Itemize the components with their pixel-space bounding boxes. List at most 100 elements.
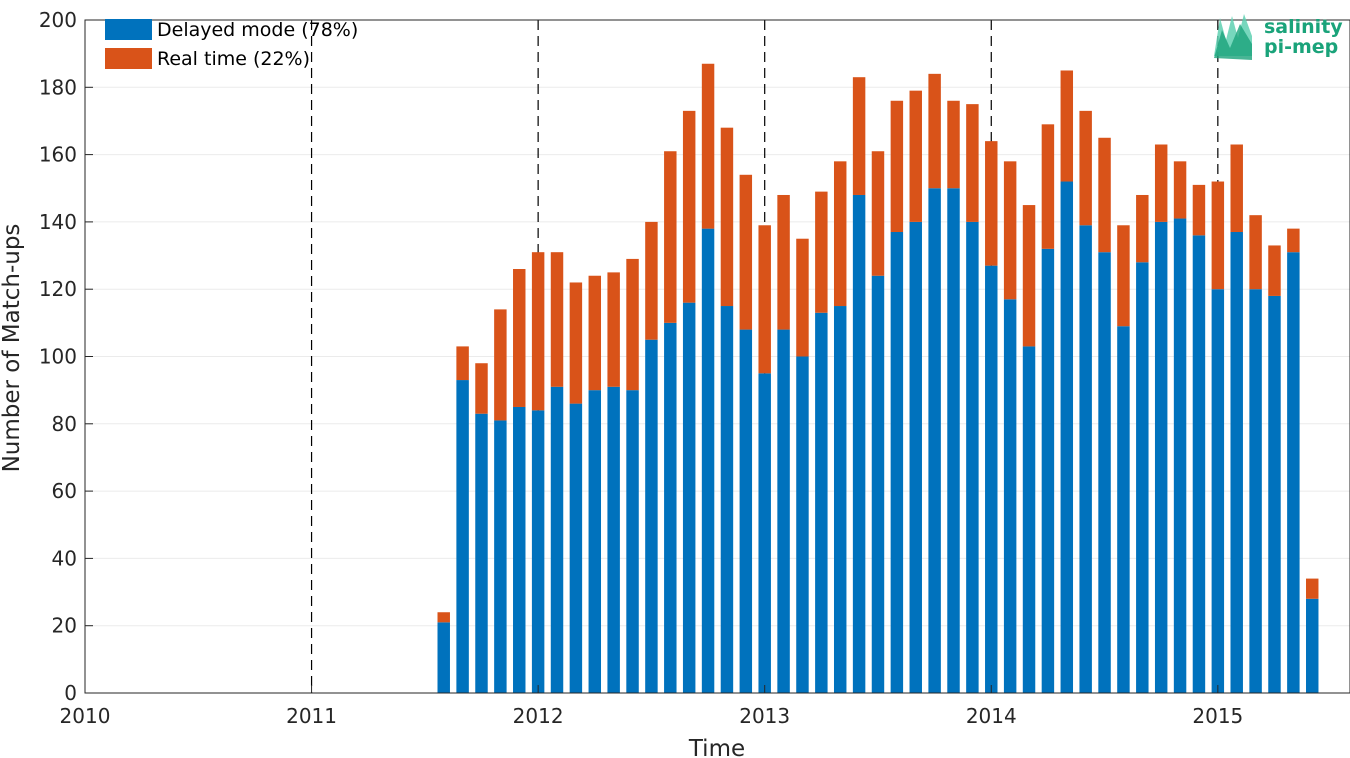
bar-real-time: [1249, 215, 1262, 290]
bar-delayed-mode: [833, 306, 847, 693]
bar-real-time: [966, 104, 979, 222]
bar-real-time: [1306, 578, 1319, 599]
x-tick-label: 2015: [1192, 704, 1243, 728]
bar-delayed-mode: [569, 403, 583, 693]
y-tick-label: 0: [64, 681, 77, 705]
bar-real-time: [475, 363, 488, 414]
bar-delayed-mode: [1211, 289, 1225, 693]
bar-real-time: [607, 272, 620, 387]
bar-real-time: [1079, 110, 1092, 226]
bar-real-time: [1136, 194, 1149, 263]
bar-real-time: [645, 221, 658, 340]
bar-real-time: [1022, 205, 1036, 347]
bar-delayed-mode: [494, 420, 507, 693]
x-tick-label: 2011: [286, 704, 337, 728]
y-axis-label: Number of Match-ups: [0, 224, 25, 473]
bar-real-time: [947, 100, 960, 189]
bar-real-time: [777, 194, 790, 330]
bar-delayed-mode: [682, 302, 696, 693]
y-tick-label: 20: [52, 614, 77, 638]
bar-real-time: [1268, 245, 1281, 296]
bar-real-time: [1117, 225, 1130, 327]
bar-delayed-mode: [1079, 225, 1092, 693]
bar-delayed-mode: [1098, 252, 1111, 693]
bar-delayed-mode: [701, 228, 715, 693]
bar-real-time: [909, 90, 922, 222]
x-tick-label: 2010: [60, 704, 111, 728]
bar-delayed-mode: [626, 390, 639, 693]
bar-real-time: [1192, 184, 1206, 236]
bar-delayed-mode: [531, 410, 545, 693]
bar-real-time: [890, 100, 904, 232]
bar-real-time: [720, 127, 734, 307]
bar-delayed-mode: [664, 322, 677, 693]
bar-delayed-mode: [588, 390, 602, 693]
bar-delayed-mode: [796, 356, 809, 693]
bar-real-time: [1173, 161, 1187, 219]
legend-label-delayed: Delayed mode (78%): [157, 19, 358, 41]
bar-real-time: [1041, 124, 1055, 249]
y-tick-label: 140: [39, 210, 77, 234]
x-axis-label: Time: [688, 736, 745, 758]
bar-delayed-mode: [1230, 231, 1243, 694]
bar-delayed-mode: [1060, 181, 1074, 693]
bar-real-time: [796, 238, 809, 357]
y-tick-label: 180: [39, 75, 77, 99]
bar-real-time: [1060, 70, 1074, 182]
bar-real-time: [456, 346, 469, 381]
x-tick-label: 2012: [513, 704, 564, 728]
bar-real-time: [739, 174, 753, 330]
legend: Delayed mode (78%) Real time (22%): [105, 19, 358, 70]
bar-delayed-mode: [607, 386, 620, 693]
bar-delayed-mode: [1003, 299, 1017, 693]
bar-delayed-mode: [928, 188, 941, 693]
legend-swatch-realtime: [105, 48, 152, 69]
bar-real-time: [1154, 144, 1168, 222]
bar-delayed-mode: [1306, 598, 1319, 693]
y-tick-label: 60: [52, 479, 77, 503]
bar-delayed-mode: [1154, 221, 1168, 693]
bar-real-time: [531, 252, 545, 411]
bar-real-time: [1098, 137, 1111, 253]
bar-delayed-mode: [777, 329, 790, 693]
bar-real-time: [664, 151, 677, 323]
bar-real-time: [852, 77, 866, 195]
y-tick-label: 100: [39, 345, 77, 369]
bar-real-time: [815, 191, 828, 313]
bar-real-time: [494, 309, 507, 421]
bar-real-time: [871, 151, 885, 276]
bar-delayed-mode: [890, 231, 904, 694]
grid-lines: [85, 86, 1350, 627]
y-tick-label: 120: [39, 277, 77, 301]
bar-delayed-mode: [758, 373, 771, 693]
bar-delayed-mode: [739, 329, 753, 693]
bar-delayed-mode: [550, 386, 564, 693]
logo-line1: salinity: [1264, 16, 1343, 38]
bar-delayed-mode: [815, 312, 828, 693]
bar-real-time: [513, 269, 526, 407]
bar-delayed-mode: [1022, 346, 1036, 693]
legend-label-realtime: Real time (22%): [157, 48, 310, 70]
bar-delayed-mode: [947, 188, 960, 693]
legend-swatch-delayed: [105, 19, 152, 40]
bar-delayed-mode: [1136, 262, 1149, 693]
y-tick-label: 160: [39, 143, 77, 167]
bar-real-time: [1211, 181, 1225, 290]
bar-real-time: [758, 225, 771, 374]
x-axis: 2010 2011 2012 2013 2014 2015: [60, 685, 1243, 728]
bar-delayed-mode: [456, 380, 469, 693]
bar-delayed-mode: [1249, 289, 1262, 693]
bar-real-time: [626, 258, 639, 391]
bar-real-time: [437, 612, 450, 623]
bar-delayed-mode: [1287, 252, 1300, 693]
bar-delayed-mode: [1173, 218, 1187, 694]
x-tick-label: 2013: [739, 704, 790, 728]
salinity-pi-mep-logo: salinity pi-mep: [1214, 14, 1343, 60]
bar-delayed-mode: [871, 275, 885, 693]
bar-delayed-mode: [1041, 248, 1055, 693]
bar-real-time: [588, 275, 602, 391]
y-axis: 0 20 40 60 80 100 120 140 160 180 200: [39, 8, 93, 705]
bar-delayed-mode: [437, 622, 450, 693]
bar-real-time: [985, 141, 998, 266]
